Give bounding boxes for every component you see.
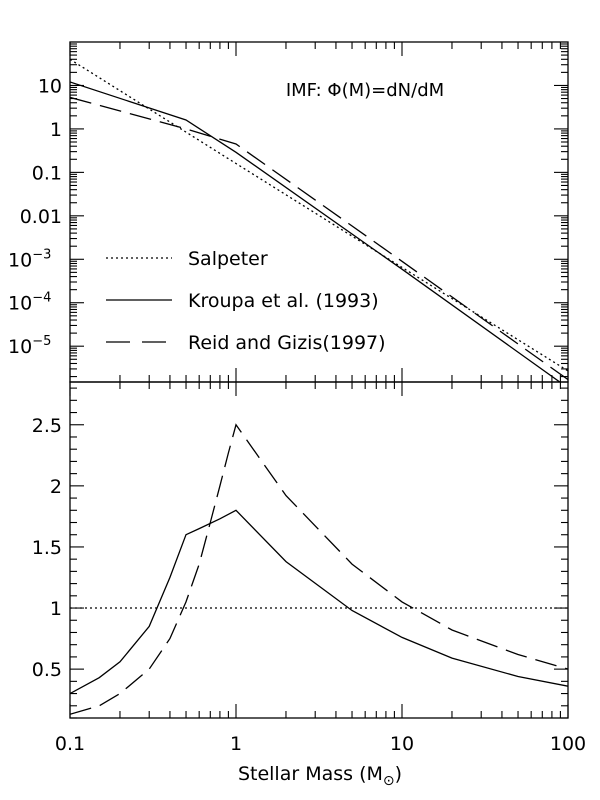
ratio-y-tick-label: 1.5: [32, 537, 62, 559]
imf-y-tick-label: 10−3: [8, 247, 51, 271]
x-axis-title: Stellar Mass (M⊙): [238, 763, 402, 789]
imf-panel: 10 1 0.1 0.01 10−3 10−4 10−5 IMF: Φ(M)=dN/dM Sal…: [8, 41, 569, 383]
legend-kroupa-label: Kroupa et al. (1993): [188, 290, 379, 312]
x-tick-label: 0.1: [55, 733, 85, 755]
legend-reid-gizis-label: Reid and Gizis(1997): [188, 332, 386, 354]
reid-gizis-line: [70, 96, 568, 381]
imf-y-tick-label: 10−5: [8, 334, 51, 358]
x-tick-label: 10: [390, 733, 414, 755]
ratio-y-tick-label: 0.5: [32, 659, 62, 681]
ratio-kroupa-line: [70, 509, 568, 695]
ratio-series-group: [70, 423, 568, 715]
imf-y-tick-label: 1: [50, 119, 62, 141]
legend-salpeter-label: Salpeter: [188, 248, 268, 270]
x-tick-label: 1: [230, 733, 242, 755]
ratio-frame: [69, 381, 569, 719]
imf-y-tick-label: 10−4: [8, 291, 51, 315]
imf-y-tick-label: 0.1: [32, 162, 62, 184]
imf-series-group: [70, 58, 568, 382]
imf-y-tick-label: 0.01: [20, 206, 62, 228]
imf-y-tick-label: 10: [38, 75, 62, 97]
ratio-y-tick-label: 2: [50, 476, 62, 498]
ratio-panel: 0.5 1 1.5 2 2.5 0.1 1 10 100: [32, 381, 586, 755]
imf-annotation: IMF: Φ(M)=dN/dM: [286, 80, 444, 101]
ratio-y-tick-label: 1: [50, 598, 62, 620]
ratio-reid-gizis-line: [70, 423, 568, 715]
ratio-y-tick-label: 2.5: [32, 415, 62, 437]
kroupa-line: [70, 81, 561, 382]
x-tick-label: 100: [550, 733, 586, 755]
